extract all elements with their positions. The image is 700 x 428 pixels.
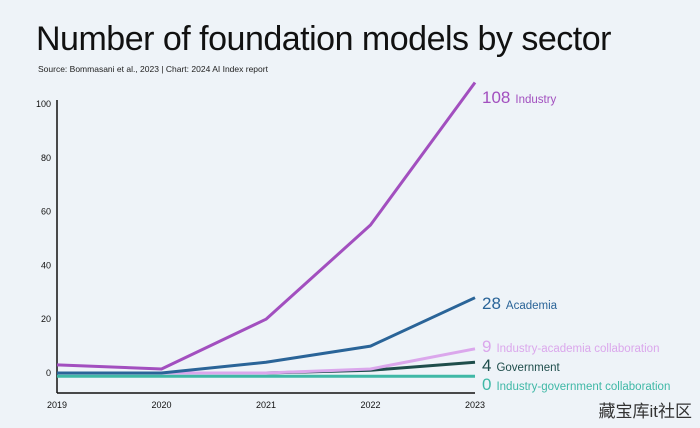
series-end-label: 0 Industry-government collaboration [482, 375, 670, 394]
x-tick-label: 2019 [47, 400, 67, 410]
chart-source: Source: Bommasani et al., 2023 | Chart: … [38, 64, 268, 74]
y-tick-label: 40 [41, 260, 51, 270]
series-end-label: 4 Government [482, 356, 561, 375]
series-name: Industry-government collaboration [496, 381, 670, 393]
y-tick-label: 60 [41, 207, 51, 217]
y-tick-label: 0 [46, 368, 51, 378]
series-name: Academia [506, 300, 558, 312]
watermark: 藏宝库it社区 [598, 402, 693, 421]
series-end-label: 28 Academia [482, 294, 558, 313]
series-name: Government [496, 362, 560, 374]
series-end-label: 9 Industry-academia collaboration [482, 337, 659, 356]
chart-title: Number of foundation models by sector [36, 20, 611, 58]
series-end-value: 28 [482, 294, 501, 313]
x-tick-label: 2021 [256, 400, 276, 410]
series-name: Industry-academia collaboration [496, 343, 659, 355]
series-end-value: 108 [482, 88, 510, 107]
series-name: Industry [515, 94, 556, 106]
y-tick-label: 80 [41, 153, 51, 163]
series-end-value: 9 [482, 337, 491, 356]
series-end-value: 0 [482, 375, 491, 394]
y-tick-label: 20 [41, 314, 51, 324]
x-tick-label: 2023 [465, 400, 485, 410]
x-tick-label: 2022 [360, 400, 380, 410]
x-tick-label: 2020 [151, 400, 171, 410]
series-end-label: 108 Industry [482, 88, 557, 107]
series-end-value: 4 [482, 356, 491, 375]
y-tick-label: 100 [36, 99, 51, 109]
